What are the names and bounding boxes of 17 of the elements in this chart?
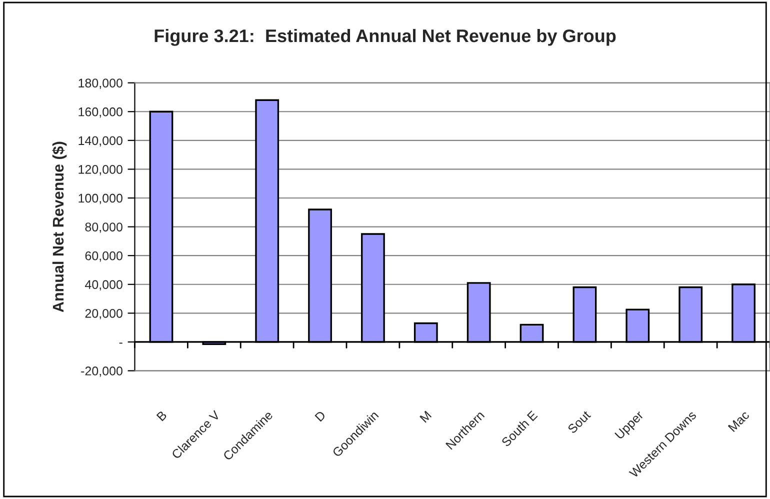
x-tick-label: D [314, 410, 326, 422]
x-tick-label: Mac [728, 410, 750, 432]
y-tick-label: 180,000 [78, 78, 122, 89]
y-tick-label: 140,000 [78, 136, 122, 147]
x-tick-label: M [420, 410, 432, 423]
chart-title: Figure 3.21: Estimated Annual Net Revenue by Group [154, 28, 616, 46]
y-tick-label: -20,000 [81, 366, 122, 377]
y-tick-label: 100,000 [78, 194, 122, 204]
y-axis-title: Annual Net Revenue ($) [52, 142, 67, 312]
y-tick-label: 60,000 [85, 251, 122, 262]
y-tick-label: 160,000 [78, 107, 122, 118]
y-tick-label: 20,000 [85, 308, 122, 320]
x-tick-label: B [156, 410, 168, 422]
y-tick-label: 120,000 [78, 165, 122, 176]
y-tick-label: - [119, 342, 122, 344]
y-tick-label: 80,000 [85, 222, 122, 233]
y-tick-label: 40,000 [85, 280, 122, 291]
